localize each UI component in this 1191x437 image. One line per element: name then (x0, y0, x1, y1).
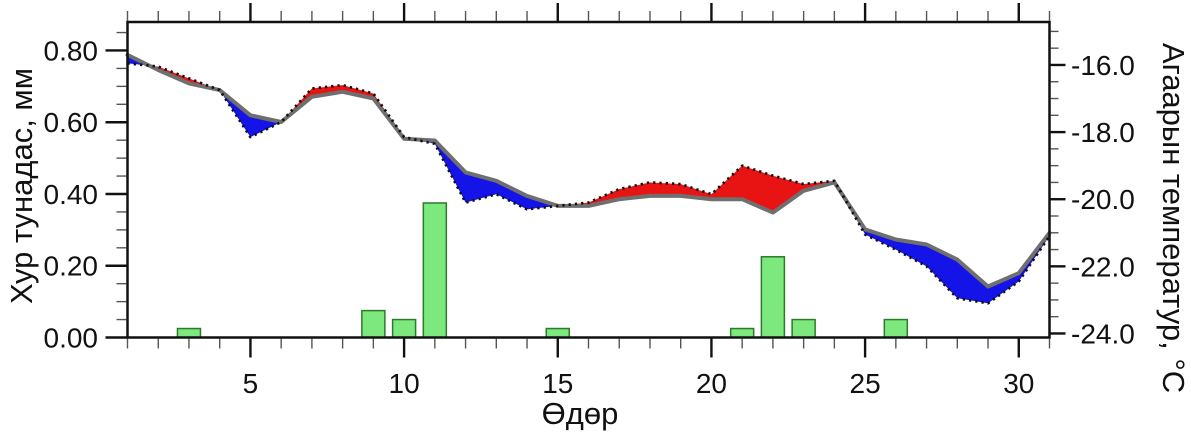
x-tick-label: 15 (542, 368, 573, 399)
right-tick-label: -24.0 (1071, 318, 1135, 349)
left-tick-label: 0.00 (44, 323, 99, 354)
x-tick-label: 25 (850, 368, 881, 399)
precip-bar-day-26 (883, 318, 909, 339)
precip-bar-day-11 (422, 202, 448, 339)
fill-dashed-below (842, 194, 1050, 304)
temp-dashed-line (127, 61, 1051, 305)
precip-bar-day-9 (361, 309, 386, 339)
precip-bar-day-3 (176, 327, 202, 339)
left-tick-label: 0.80 (44, 35, 99, 66)
right-tick-label: -22.0 (1071, 251, 1135, 282)
precip-bar-day-22 (760, 256, 786, 339)
plot-border (126, 20, 1051, 339)
x-tick-label: 30 (1003, 368, 1034, 399)
fill-dashed-below (220, 90, 281, 138)
fill-dashed-above (558, 165, 842, 213)
axes (105, 3, 1066, 358)
precip-bar-day-23 (791, 318, 816, 339)
left-tick-label: 0.20 (44, 251, 99, 282)
left-axis-title: Хур тунадас, мм (4, 68, 39, 304)
right-axis-title: Агаарын температур, °C (1156, 43, 1191, 393)
precip-bar-day-21 (729, 327, 755, 339)
tick-labels: 5 10 15 20 25 30 0.00 0.20 0.40 0.60 0.80 -24.0 -22.… (44, 35, 1135, 399)
left-tick-label: 0.60 (44, 107, 99, 138)
right-tick-label: -20.0 (1071, 184, 1135, 215)
precip-bars (176, 202, 909, 339)
right-tick-label: -16.0 (1071, 50, 1135, 81)
left-tick-label: 0.40 (44, 179, 99, 210)
temp-solid-line (125, 52, 1052, 289)
x-tick-label: 10 (389, 368, 420, 399)
x-axis-title: Өдөр (542, 396, 619, 431)
x-tick-label: 5 (243, 368, 259, 399)
temp-diff-fills (127, 54, 1050, 304)
precip-bar-day-15 (545, 327, 571, 339)
right-tick-label: -18.0 (1071, 117, 1135, 148)
x-tick-label: 20 (696, 368, 727, 399)
precip-bar-day-10 (391, 318, 417, 339)
